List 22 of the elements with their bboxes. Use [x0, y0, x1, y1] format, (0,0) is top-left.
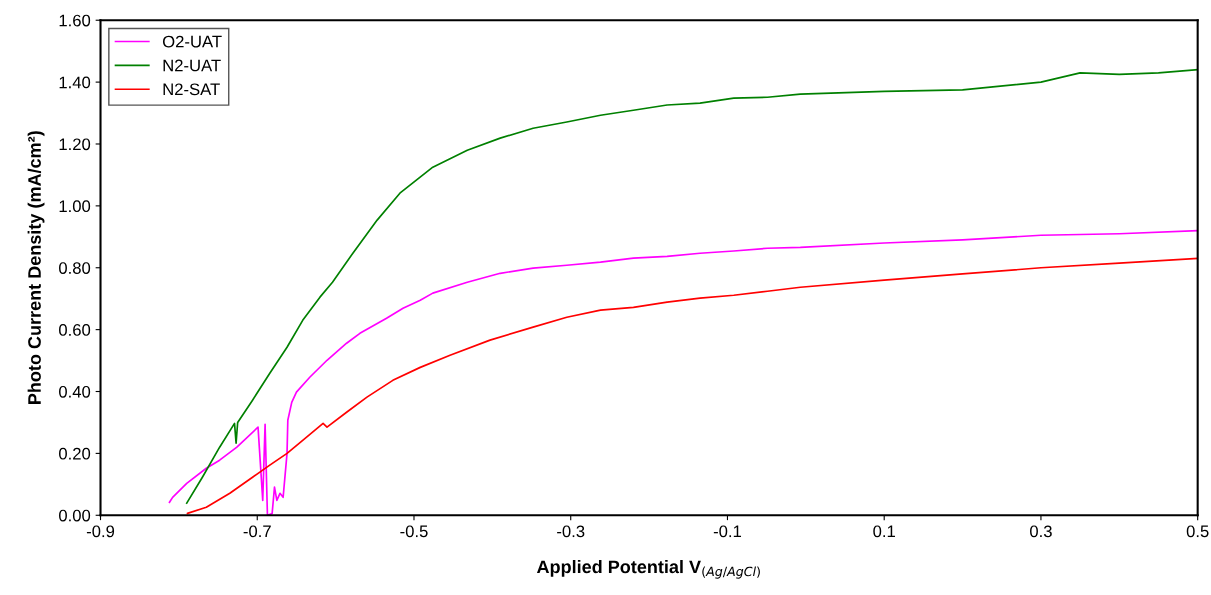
y-tick-label: 0.00 — [59, 509, 91, 522]
x-tick-label: -0.1 — [713, 525, 742, 538]
y-axis-title: Photo Current Density (mA/cm²) — [27, 131, 45, 404]
x-tick-label: -0.5 — [400, 525, 428, 538]
legend-label: O2-UAT — [162, 35, 222, 48]
legend-label: N2-SAT — [163, 83, 220, 96]
x-tick-label: 0.5 — [1186, 525, 1209, 538]
x-tick-label: -0.7 — [243, 525, 271, 538]
x-tick-label: 0.1 — [873, 525, 895, 538]
x-tick-label: -0.3 — [557, 525, 585, 538]
y-tick-label: 0.40 — [59, 385, 91, 398]
y-tick-label: 0.80 — [59, 262, 91, 274]
y-tick-label: 0.60 — [59, 324, 91, 336]
y-tick-label: 1.00 — [59, 200, 91, 213]
x-tick-label: 0.3 — [1030, 525, 1052, 538]
legend-label: N2-UAT — [163, 59, 221, 72]
y-tick-label: 0.20 — [59, 447, 91, 460]
y-tick-label: 1.60 — [59, 14, 91, 27]
y-tick-label: 1.20 — [59, 138, 91, 151]
x-tick-label: -0.9 — [86, 525, 115, 538]
x-axis-title: Applied Potential V$_{(Ag/AgCl)}$ — [536, 559, 760, 579]
y-tick-label: 1.40 — [59, 76, 91, 89]
